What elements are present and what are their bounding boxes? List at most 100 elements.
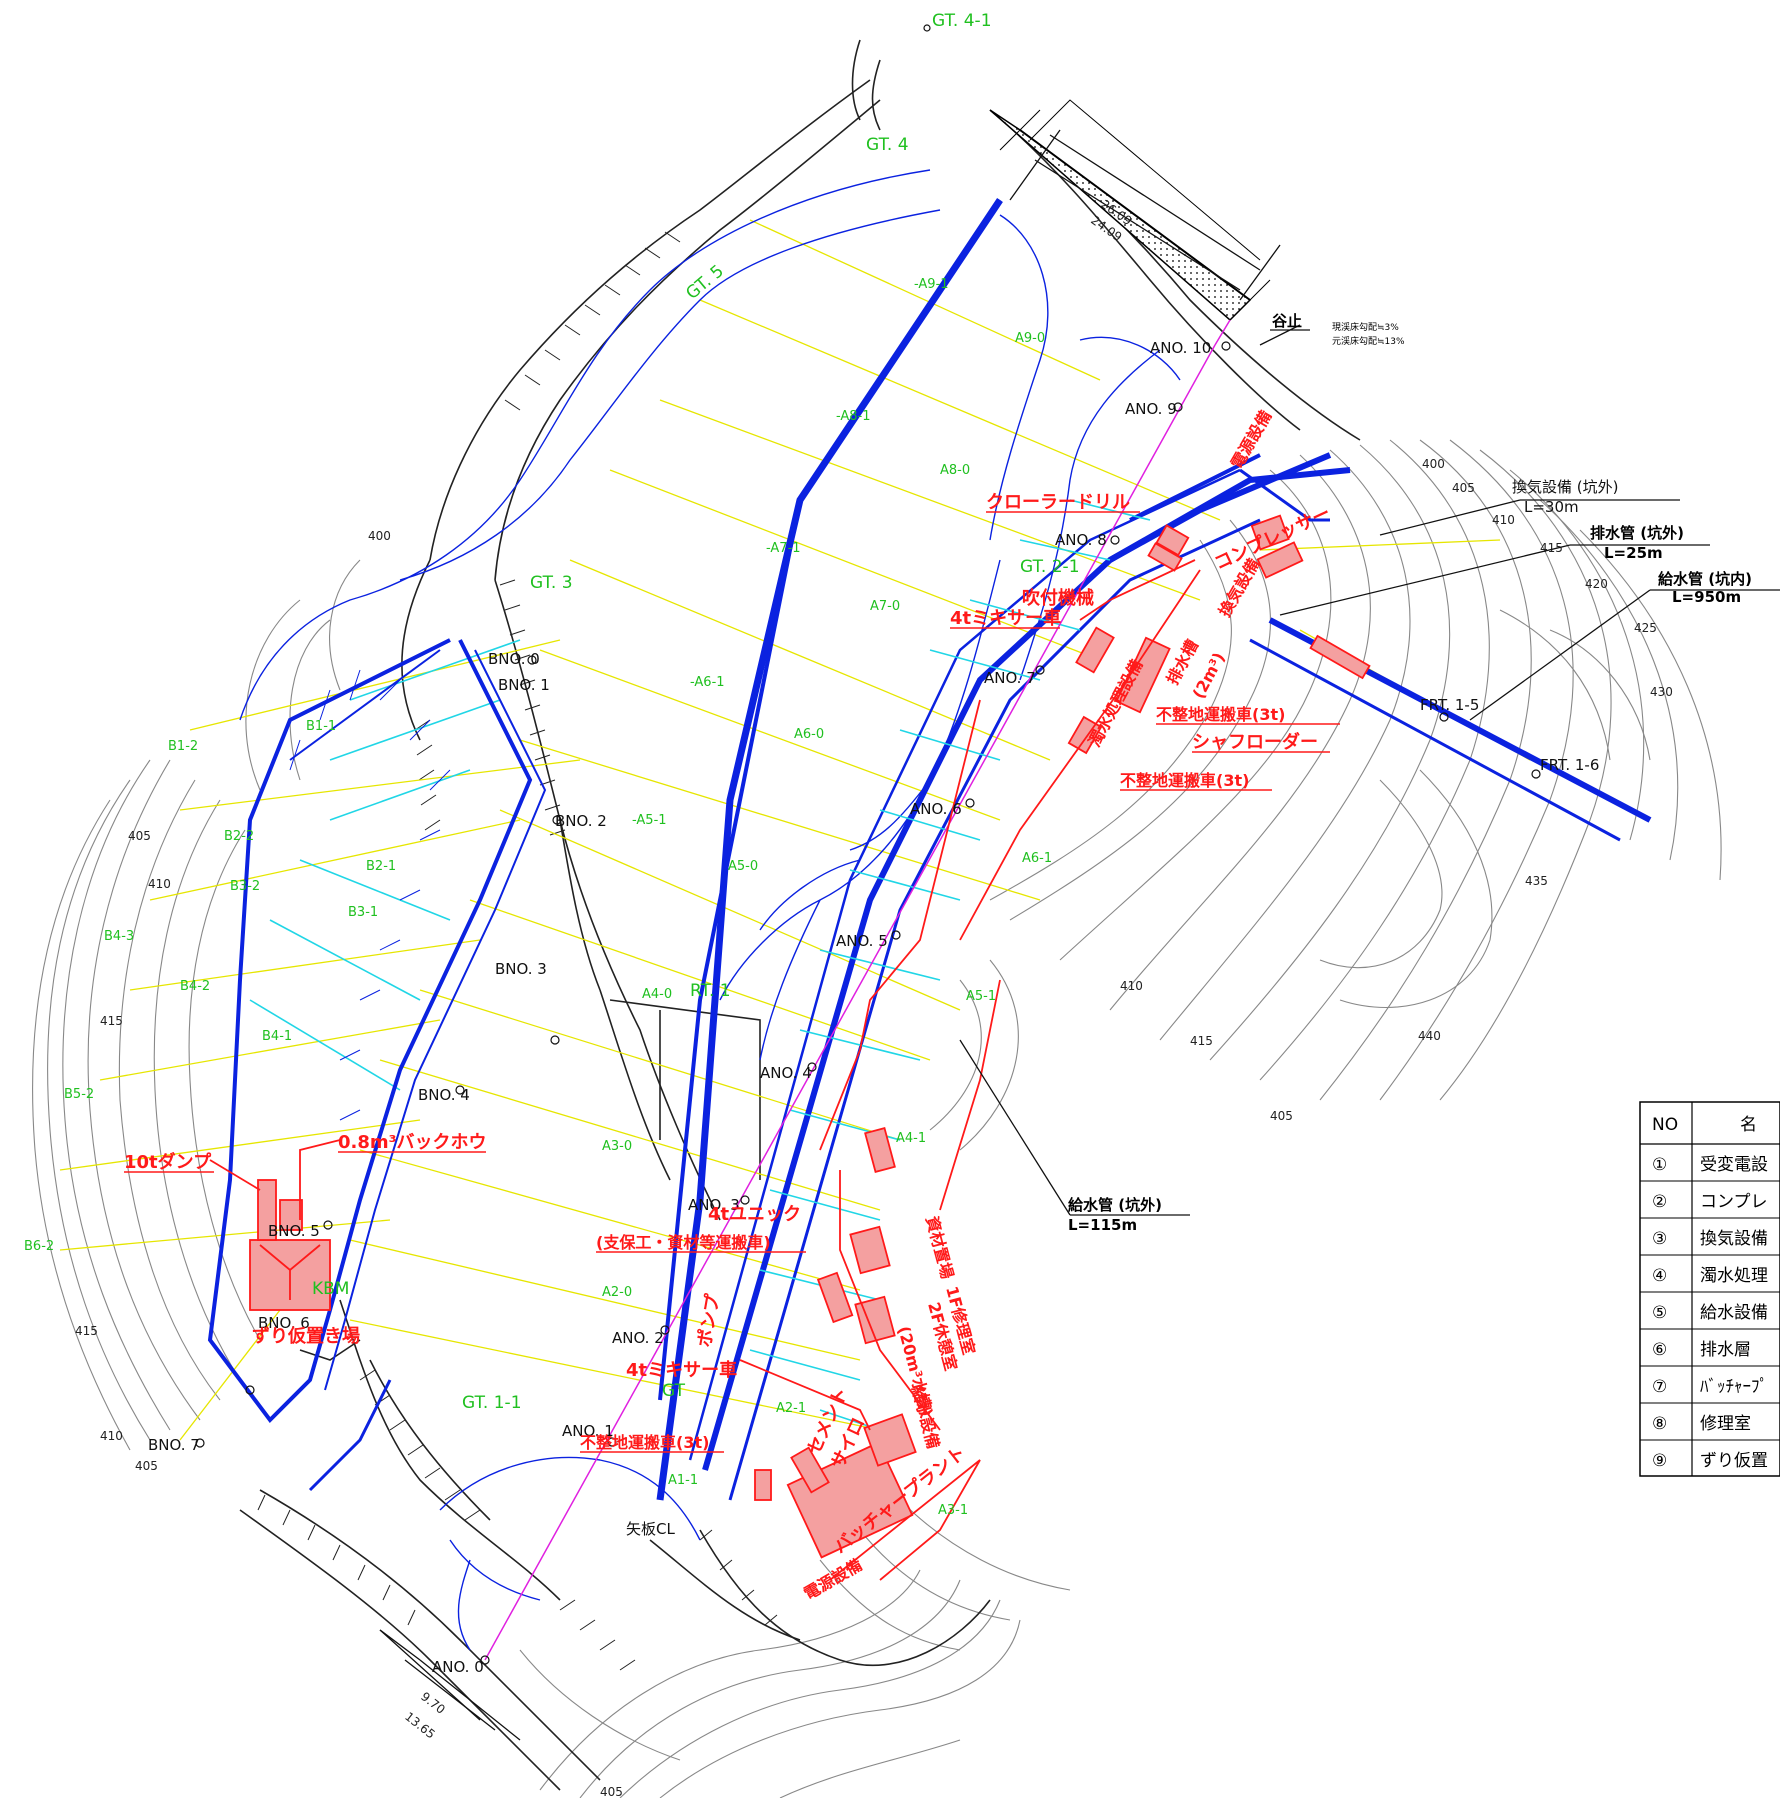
station-bno4: BNO. 4: [418, 1086, 470, 1104]
callout-drain-length: L=25m: [1604, 544, 1663, 562]
label-unic: 4tユニック: [708, 1204, 801, 1225]
b42: B4-2: [180, 979, 210, 994]
label-crawler-drill: クローラードリル: [986, 492, 1130, 513]
station-bno3: BNO. 3: [495, 960, 547, 978]
label-crawler-carrier-a: 不整地運搬車(3t): [1156, 705, 1285, 724]
legend-row-name: 修理室: [1700, 1414, 1751, 1434]
site-facilities: [209, 514, 1371, 1581]
legend-row-no: ⑥: [1652, 1340, 1667, 1360]
a20: A2-0: [602, 1285, 632, 1300]
b43: B4-3: [104, 929, 134, 944]
legend-row-name: ﾊﾞｯﾁｬｰﾌﾟ: [1700, 1377, 1768, 1397]
dimension-bot-2: 13.65: [402, 1709, 438, 1741]
legend-table: NO 名 ① 受変電設 ② コンプレ ③ 換気設備 ④ 濁水処理 ⑤ 給水設備 …: [1639, 1101, 1780, 1477]
a90: A9-0: [1015, 331, 1045, 346]
b22: B2-2: [224, 829, 254, 844]
legend-header-name: 名: [1740, 1115, 1757, 1135]
rt1: RT. 1: [690, 981, 731, 1001]
station-bno1: BNO. 1: [498, 676, 550, 694]
legend-row-name: 排水層: [1700, 1340, 1751, 1360]
contour-label: 415: [100, 1014, 123, 1028]
equipment-labels: クローラードリル 吹付機械 4tミキサー車 不整地運搬車(3t) シャフローダー…: [124, 407, 1340, 1603]
station-ano4: ANO. 4: [760, 1064, 812, 1082]
kbm: KBM: [312, 1279, 349, 1299]
a70: A7-0: [870, 599, 900, 614]
note-line2: 元渓床勾配≒13%: [1332, 335, 1405, 347]
a61b: A6-1: [1022, 851, 1052, 866]
contour-label: 415: [1190, 1034, 1213, 1048]
label-crawler-carrier-c: 不整地運搬車(3t): [580, 1433, 709, 1452]
contour-label: 435: [1525, 874, 1548, 888]
center-line-ext: [1214, 319, 1231, 346]
legend-row-no: ④: [1652, 1266, 1667, 1286]
b31: B3-1: [348, 905, 378, 920]
check-dam: [989, 99, 1271, 322]
legend-row-name: 給水設備: [1700, 1303, 1768, 1323]
gt21: GT. 2-1: [1020, 557, 1080, 577]
station-ano1: ANO. 1: [562, 1422, 614, 1440]
label-pump: ポンプ: [693, 1291, 724, 1348]
contour-label: 400: [368, 529, 391, 543]
b52: B5-2: [64, 1087, 94, 1102]
dimension-bot-1: 9.70: [418, 1689, 448, 1716]
label-spoil-storage: ずり仮置き場: [252, 1325, 360, 1347]
b41: B4-1: [262, 1029, 292, 1044]
gt1: GT: [662, 1381, 686, 1401]
contour-label: 415: [75, 1324, 98, 1338]
contour-label: 410: [148, 877, 171, 891]
station-labels: ANO. 0 ANO. 1 ANO. 2 ANO. 3 ANO. 4 ANO. …: [148, 312, 1599, 1676]
legend-row-no: ⑨: [1652, 1451, 1667, 1471]
station-ano7: ANO. 7: [984, 669, 1036, 687]
green-labels: GT. 4-1 GT. 4 GT. 5 GT. 3 GT. 2-1 GT. 1-…: [24, 11, 1080, 1518]
center-line: [484, 344, 1216, 1661]
contours-left: [32, 559, 361, 1451]
label-power-supply: 電源設備: [801, 1555, 866, 1603]
legend-row-name: 換気設備: [1700, 1229, 1768, 1249]
legend-row-no: ③: [1652, 1229, 1667, 1249]
b32: B3-2: [230, 879, 260, 894]
label-mixer-truck-b: 4tミキサー車: [626, 1359, 737, 1381]
a30: A3-0: [602, 1139, 632, 1154]
road-hatching: [257, 231, 778, 1671]
contour-label: 405: [128, 829, 151, 843]
a51b: A5-1: [966, 989, 996, 1004]
contour-label: 410: [100, 1429, 123, 1443]
label-dump-truck: 10tダンプ: [124, 1151, 212, 1173]
label-shaft-loader: シャフローダー: [1192, 731, 1318, 753]
callout-water-in-length: L=950m: [1672, 588, 1741, 606]
gt4: GT. 4: [866, 135, 909, 155]
station-bno7: BNO. 7: [148, 1436, 200, 1454]
label-material-yard: 資材置場: [922, 1214, 957, 1281]
spoil-area-outline: [207, 638, 547, 1492]
contour-label: 405: [600, 1785, 623, 1798]
station-tanidome: 谷止: [1272, 312, 1302, 330]
a71: -A7-1: [766, 541, 801, 556]
legend-row-name: 濁水処理: [1700, 1266, 1768, 1286]
legend-row-no: ⑧: [1652, 1414, 1667, 1434]
legend-row-no: ①: [1652, 1155, 1667, 1175]
station-ano8: ANO. 8: [1055, 531, 1107, 549]
station-yagicl: 矢板CL: [626, 1520, 675, 1538]
terrain-outlines: [239, 39, 1361, 1791]
station-ano5: ANO. 5: [836, 932, 888, 950]
callout-drain-title: 排水管 (坑外): [1590, 524, 1684, 542]
station-frt16: FRT. 1-6: [1540, 756, 1599, 774]
station-ano6: ANO. 6: [910, 800, 962, 818]
cross-sections: [249, 499, 1151, 1431]
contour-label: 425: [1634, 621, 1657, 635]
a81: -A8-1: [836, 409, 871, 424]
callout-ventilation-length: L=30m: [1524, 498, 1579, 516]
legend-row-name: コンプレ: [1700, 1192, 1768, 1212]
main-tunnel: [656, 198, 1652, 1501]
a60: A6-0: [794, 727, 824, 742]
gt11: GT. 1-1: [462, 1393, 522, 1413]
label-mixer-truck-a: 4tミキサー車: [950, 607, 1061, 629]
contour-label: 405: [135, 1459, 158, 1473]
gt3: GT. 3: [530, 573, 573, 593]
survey-point-markers: [195, 24, 1541, 1665]
station-ano3: ANO. 3: [688, 1196, 740, 1214]
callout-water-in-title: 給水管 (坑内): [1658, 570, 1752, 588]
a40: A4-0: [642, 987, 672, 1002]
label-shotcrete-machine: 吹付機械: [1022, 587, 1094, 609]
